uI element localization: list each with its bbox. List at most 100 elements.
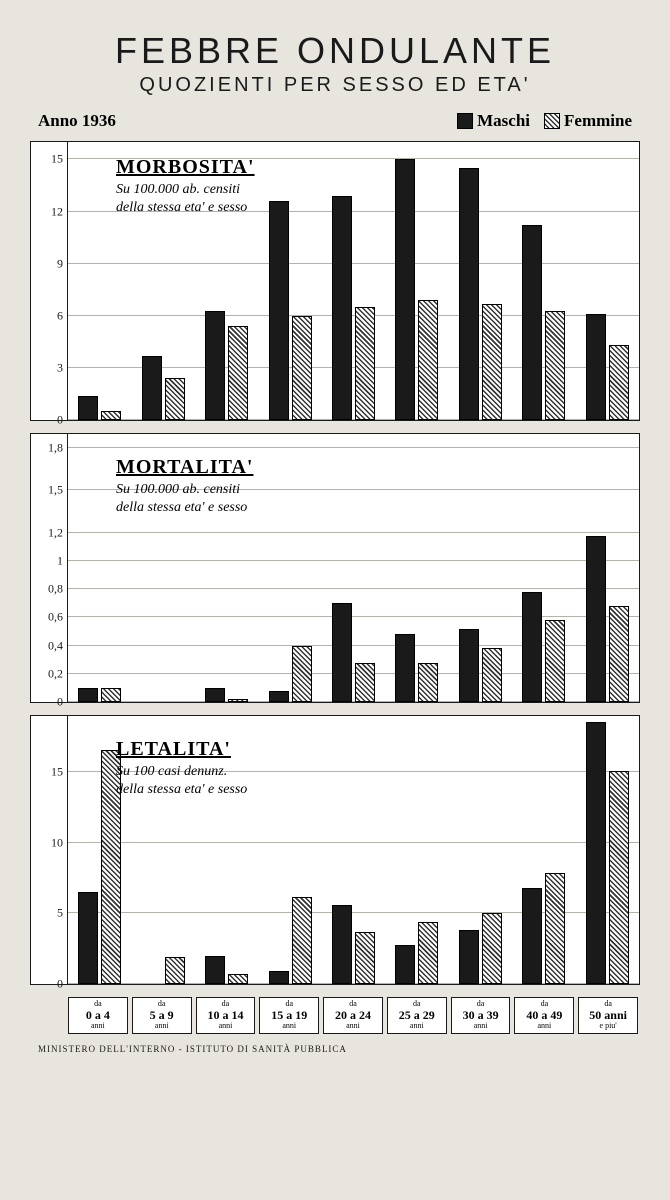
bar-group	[449, 434, 512, 702]
y-tick: 12	[51, 204, 63, 219]
y-axis: 051015	[31, 716, 67, 984]
bar-group	[576, 142, 639, 420]
panel-subtext: della stessa eta' e sesso	[116, 781, 247, 799]
bar-femmine	[355, 663, 375, 702]
panel-subtext: della stessa eta' e sesso	[116, 499, 253, 517]
plot-area: MORBOSITA'Su 100.000 ab. censitidella st…	[67, 142, 639, 420]
y-tick: 15	[51, 765, 63, 780]
bar-group	[258, 716, 321, 984]
bar-maschi	[332, 905, 352, 984]
bar-maschi	[586, 536, 606, 702]
bar-maschi	[522, 888, 542, 984]
bar-maschi	[142, 356, 162, 420]
bar-maschi	[205, 688, 225, 702]
bar-maschi	[332, 196, 352, 420]
y-tick: 15	[51, 152, 63, 167]
bar-group	[576, 434, 639, 702]
y-tick: 1,8	[48, 441, 63, 456]
panel-title-box: MORBOSITA'Su 100.000 ab. censitidella st…	[116, 156, 255, 217]
bar-maschi	[78, 688, 98, 702]
chart-panel-mortalita: 00,20,40,60,811,21,51,8MORTALITA'Su 100.…	[30, 433, 640, 703]
panel-subtext: Su 100.000 ab. censiti	[116, 181, 255, 199]
bar-femmine	[355, 932, 375, 984]
x-label: da10 a 14anni	[196, 997, 256, 1034]
panel-subtext: Su 100 casi denunz.	[116, 763, 247, 781]
panel-title: MORTALITA'	[116, 456, 253, 479]
x-label: da25 a 29anni	[387, 997, 447, 1034]
bar-maschi	[78, 396, 98, 420]
x-label: da30 a 39anni	[451, 997, 511, 1034]
y-tick: 5	[57, 906, 63, 921]
legend-maschi: Maschi	[457, 111, 530, 131]
bar-femmine	[101, 411, 121, 420]
bar-femmine	[545, 620, 565, 702]
bar-maschi	[205, 956, 225, 984]
bar-group	[512, 716, 575, 984]
bar-group	[258, 142, 321, 420]
panel-title-box: MORTALITA' Su 100.000 ab. censitidella st…	[116, 456, 253, 517]
footer-credit: MINISTERO DELL'INTERNO - ISTITUTO DI SAN…	[38, 1044, 640, 1054]
bar-group	[385, 142, 448, 420]
panel-title: LETALITA'	[116, 738, 247, 761]
y-tick: 1,2	[48, 525, 63, 540]
bar-group	[385, 434, 448, 702]
bar-group	[449, 716, 512, 984]
bar-femmine	[101, 688, 121, 702]
bar-group	[449, 142, 512, 420]
bar-femmine	[545, 873, 565, 984]
y-axis: 03691215	[31, 142, 67, 420]
swatch-maschi-icon	[457, 113, 473, 129]
bar-group	[576, 716, 639, 984]
year-label: Anno 1936	[38, 111, 116, 131]
bar-maschi	[522, 225, 542, 420]
subtitle: QUOZIENTI PER SESSO ED ETA'	[30, 74, 640, 97]
bar-femmine	[609, 771, 629, 984]
bar-maschi	[78, 892, 98, 984]
main-title: FEBBRE ONDULANTE	[30, 30, 640, 72]
y-tick: 0	[57, 413, 63, 428]
bar-group	[512, 434, 575, 702]
swatch-femmine-icon	[544, 113, 560, 129]
bar-femmine	[482, 304, 502, 420]
bar-group	[385, 716, 448, 984]
y-tick: 6	[57, 308, 63, 323]
y-tick: 0,8	[48, 582, 63, 597]
bar-femmine	[418, 300, 438, 420]
y-tick: 0,4	[48, 638, 63, 653]
bar-femmine	[292, 646, 312, 702]
bar-group	[322, 716, 385, 984]
y-tick: 1,5	[48, 483, 63, 498]
plot-area: MORTALITA' Su 100.000 ab. censitidella st…	[67, 434, 639, 702]
legend-femmine-label: Femmine	[564, 111, 632, 131]
y-tick: 3	[57, 360, 63, 375]
bar-femmine	[609, 606, 629, 702]
bar-femmine	[165, 957, 185, 984]
legend: Maschi Femmine	[457, 111, 632, 131]
y-axis: 00,20,40,60,811,21,51,8	[31, 434, 67, 702]
x-label: da20 a 24anni	[323, 997, 383, 1034]
x-label: da50 annie piu'	[578, 997, 638, 1034]
panel-subtext: Su 100.000 ab. censiti	[116, 481, 253, 499]
x-label: da0 a 4anni	[68, 997, 128, 1034]
y-tick: 10	[51, 835, 63, 850]
y-tick: 0,6	[48, 610, 63, 625]
bar-maschi	[395, 945, 415, 984]
bar-group	[512, 142, 575, 420]
bar-maschi	[459, 168, 479, 420]
bar-femmine	[292, 316, 312, 420]
x-axis: da0 a 4annida5 a 9annida10 a 14annida15 …	[66, 997, 640, 1034]
bar-maschi	[586, 314, 606, 420]
y-tick: 9	[57, 256, 63, 271]
bar-femmine	[165, 378, 185, 420]
panel-title: MORBOSITA'	[116, 156, 255, 179]
y-tick: 1	[57, 553, 63, 568]
plot-area: LETALITA' Su 100 casi denunz.della stessa…	[67, 716, 639, 984]
bar-femmine	[228, 326, 248, 420]
bar-femmine	[545, 311, 565, 420]
panel-title-box: LETALITA' Su 100 casi denunz.della stessa…	[116, 738, 247, 799]
bar-maschi	[586, 722, 606, 984]
bar-femmine	[609, 345, 629, 420]
y-tick: 0	[57, 695, 63, 710]
bar-femmine	[418, 922, 438, 984]
bar-femmine	[482, 648, 502, 702]
